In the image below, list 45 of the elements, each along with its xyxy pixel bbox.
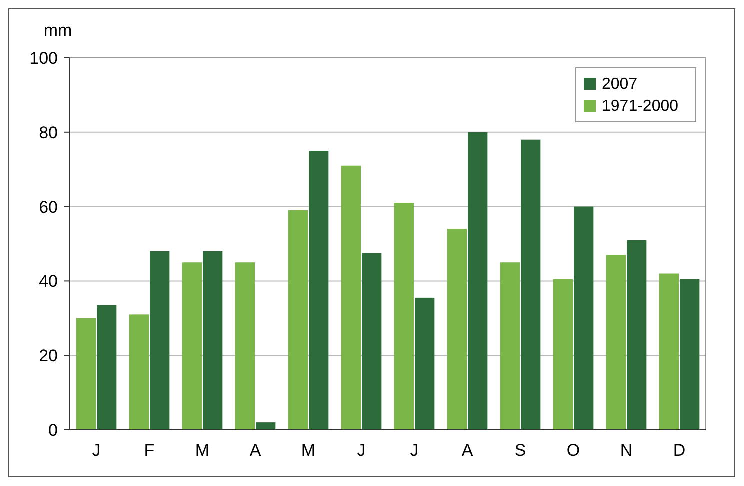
x-tick-label: O [566,441,580,460]
legend-label: 1971-2000 [602,98,679,115]
bar [182,262,202,430]
y-tick-label: 60 [39,198,58,217]
bar [150,251,170,430]
bar [659,274,679,430]
y-axis-title: mm [44,21,72,40]
y-tick-label: 100 [30,48,58,68]
bar [129,314,149,430]
bar [394,203,414,430]
y-tick-label: 80 [39,123,58,142]
x-tick-label: M [195,441,210,460]
bar [309,151,329,430]
bar [76,318,96,430]
bar [468,132,488,430]
bar [606,255,626,430]
bar [574,206,594,430]
bar [553,279,573,430]
x-tick-label: A [462,441,474,460]
bar [627,240,647,430]
x-tick-label: S [514,441,526,460]
bar [447,229,467,430]
bar [680,279,700,430]
x-tick-label: M [301,441,316,460]
x-tick-label: J [410,441,419,460]
legend-label: 2007 [602,76,638,93]
y-tick-label: 20 [39,346,58,366]
y-tick-label: 0 [48,420,58,440]
x-tick-label: F [144,441,155,460]
bar [97,305,117,430]
y-tick-label: 40 [39,272,58,292]
bar [415,298,435,430]
bar [203,251,223,430]
x-tick-label: J [92,441,101,460]
x-tick-label: N [620,441,633,460]
x-tick-label: J [357,441,366,460]
bar [341,166,361,430]
bar [500,262,520,430]
bar [256,422,276,430]
bar [362,253,382,430]
bar [521,140,541,430]
x-tick-label: A [250,441,262,460]
bar [288,210,308,430]
bar [235,262,255,430]
x-tick-label: D [673,441,686,460]
